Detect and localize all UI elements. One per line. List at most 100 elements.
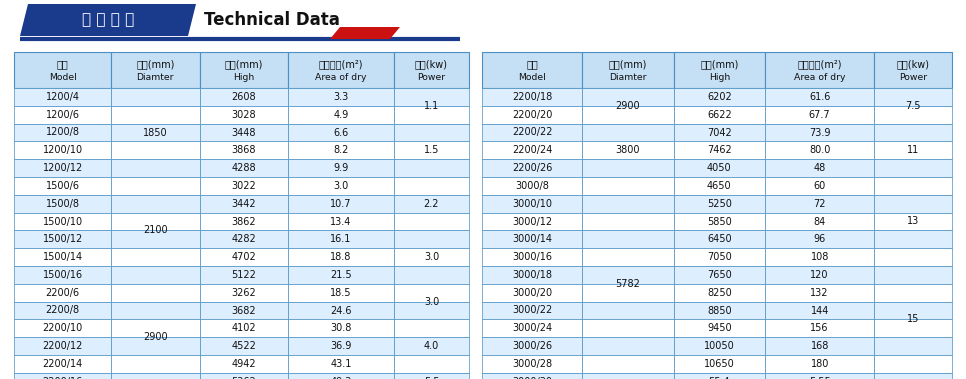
Bar — [482, 52, 582, 88]
Text: 16.1: 16.1 — [330, 234, 352, 244]
Bar — [482, 124, 582, 141]
Bar — [582, 124, 673, 141]
Text: 高度(mm): 高度(mm) — [224, 60, 263, 70]
Text: 61.6: 61.6 — [809, 92, 831, 102]
Text: 144: 144 — [810, 305, 829, 315]
Text: 180: 180 — [810, 359, 829, 369]
Bar — [673, 230, 765, 248]
Bar — [482, 284, 582, 302]
Bar — [765, 177, 874, 195]
Text: 高度(mm): 高度(mm) — [700, 60, 738, 70]
Text: 15: 15 — [907, 315, 920, 324]
Bar — [14, 141, 111, 159]
Bar — [288, 52, 394, 88]
Bar — [200, 124, 288, 141]
Text: 73.9: 73.9 — [809, 127, 831, 138]
Bar — [111, 52, 200, 88]
Bar — [582, 213, 673, 230]
Bar — [111, 319, 200, 337]
Bar — [14, 266, 111, 284]
Text: 3000/20: 3000/20 — [512, 288, 553, 298]
Text: Power: Power — [417, 74, 445, 82]
Text: 30.8: 30.8 — [330, 323, 352, 333]
Text: 1500/8: 1500/8 — [45, 199, 79, 209]
Bar — [288, 248, 394, 266]
Bar — [482, 213, 582, 230]
Text: 3000/18: 3000/18 — [512, 270, 553, 280]
Bar — [14, 195, 111, 213]
Text: Model: Model — [48, 74, 76, 82]
Text: 11: 11 — [907, 145, 920, 155]
Bar — [874, 177, 952, 195]
Bar — [482, 195, 582, 213]
Text: Diamter: Diamter — [136, 74, 174, 82]
Text: 6622: 6622 — [707, 110, 731, 120]
Bar — [482, 230, 582, 248]
Text: 18.8: 18.8 — [330, 252, 352, 262]
Bar — [394, 230, 469, 248]
Bar — [482, 106, 582, 124]
Bar — [200, 88, 288, 106]
Text: 4942: 4942 — [232, 359, 256, 369]
Text: 3000/26: 3000/26 — [512, 341, 553, 351]
Bar — [673, 106, 765, 124]
Text: 外径(mm): 外径(mm) — [609, 60, 647, 70]
Bar — [288, 124, 394, 141]
Bar — [582, 302, 673, 319]
Text: 84: 84 — [813, 216, 826, 227]
Text: Area of dry: Area of dry — [794, 74, 845, 82]
Bar — [288, 177, 394, 195]
Bar — [200, 177, 288, 195]
Bar — [394, 284, 469, 302]
Text: 2200/16: 2200/16 — [43, 377, 83, 379]
Bar — [765, 88, 874, 106]
Bar — [765, 52, 874, 88]
Bar — [765, 141, 874, 159]
Bar — [288, 284, 394, 302]
Bar — [200, 230, 288, 248]
Text: 3442: 3442 — [232, 199, 256, 209]
Text: 8.2: 8.2 — [333, 145, 349, 155]
Text: 1500/10: 1500/10 — [43, 216, 83, 227]
Bar — [874, 124, 952, 141]
Bar — [765, 284, 874, 302]
Bar — [288, 141, 394, 159]
Bar — [288, 266, 394, 284]
Bar — [673, 355, 765, 373]
Bar — [394, 141, 469, 159]
Text: 5250: 5250 — [707, 199, 731, 209]
Bar — [200, 106, 288, 124]
Bar — [874, 248, 952, 266]
Text: 72: 72 — [813, 199, 826, 209]
Bar — [14, 124, 111, 141]
Text: 1500/12: 1500/12 — [43, 234, 83, 244]
Bar — [111, 373, 200, 379]
Bar — [200, 52, 288, 88]
Text: 48: 48 — [813, 163, 826, 173]
Text: 2200/8: 2200/8 — [45, 305, 79, 315]
Text: 1.1: 1.1 — [424, 101, 440, 111]
Bar — [14, 319, 111, 337]
Bar — [765, 355, 874, 373]
Text: High: High — [233, 74, 254, 82]
Bar — [288, 355, 394, 373]
Text: 规格: 规格 — [526, 60, 538, 70]
Bar — [874, 337, 952, 355]
Text: 3000/8: 3000/8 — [515, 181, 549, 191]
Bar — [765, 266, 874, 284]
Text: 1200/10: 1200/10 — [43, 145, 83, 155]
Text: 5122: 5122 — [231, 270, 256, 280]
Bar — [673, 88, 765, 106]
Bar — [111, 177, 200, 195]
Polygon shape — [20, 4, 196, 36]
Bar — [582, 230, 673, 248]
Text: 2200/24: 2200/24 — [512, 145, 553, 155]
Bar — [288, 159, 394, 177]
Text: 6.6: 6.6 — [333, 127, 349, 138]
Text: 7050: 7050 — [707, 252, 731, 262]
Text: 4650: 4650 — [707, 181, 731, 191]
Text: 8850: 8850 — [707, 305, 731, 315]
Bar — [874, 159, 952, 177]
Text: 4702: 4702 — [231, 252, 256, 262]
Bar — [874, 266, 952, 284]
